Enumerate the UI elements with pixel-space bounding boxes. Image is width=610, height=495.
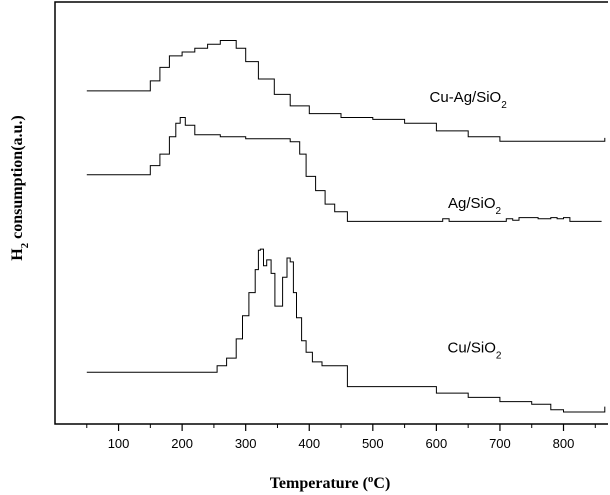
series-label-2: Cu/SiO2 [448,339,502,361]
x-axis-title-tail: C) [373,475,390,492]
x-tick-label: 300 [235,436,257,451]
plot-area [54,1,608,425]
y-axis-title: H2 consumption(a.u.) [9,115,31,261]
x-tick-label: 100 [108,436,130,451]
series-label-base: Ag/SiO [448,195,496,212]
x-tick-label: 600 [426,436,448,451]
series-line-2 [86,248,606,413]
x-tick-label: 700 [489,436,511,451]
series-label-subscript: 2 [496,350,502,361]
series-line-0 [86,40,606,142]
series-line-1 [86,117,602,222]
x-tick-label: 500 [362,436,384,451]
series-label-1: Ag/SiO2 [448,195,502,217]
y-axis-title-tail: consumption(a.u.) [9,115,26,243]
y-axis-title-base: H [9,248,26,261]
x-axis-title-base: Temperature ( [270,475,368,492]
plot-frame [54,1,608,425]
series-label-subscript: 2 [496,205,502,216]
series-label-0: Cu-Ag/SiO2 [430,89,508,111]
x-tick-label: 400 [298,436,320,451]
series-label-base: Cu/SiO [448,339,496,356]
x-axis-tick-labels: 100 200 300 400 500 600 700 800 [108,436,575,451]
x-axis-title-superscript: o [368,473,374,485]
series-traces [86,40,606,413]
series-label-base: Cu-Ag/SiO [430,89,502,106]
x-tick-label: 800 [553,436,575,451]
x-axis-ticks [86,424,596,431]
series-label-subscript: 2 [501,100,507,111]
x-axis-title: Temperature (oC) [270,473,391,492]
x-tick-label: 200 [171,436,193,451]
y-axis-title-subscript: 2 [19,242,31,248]
